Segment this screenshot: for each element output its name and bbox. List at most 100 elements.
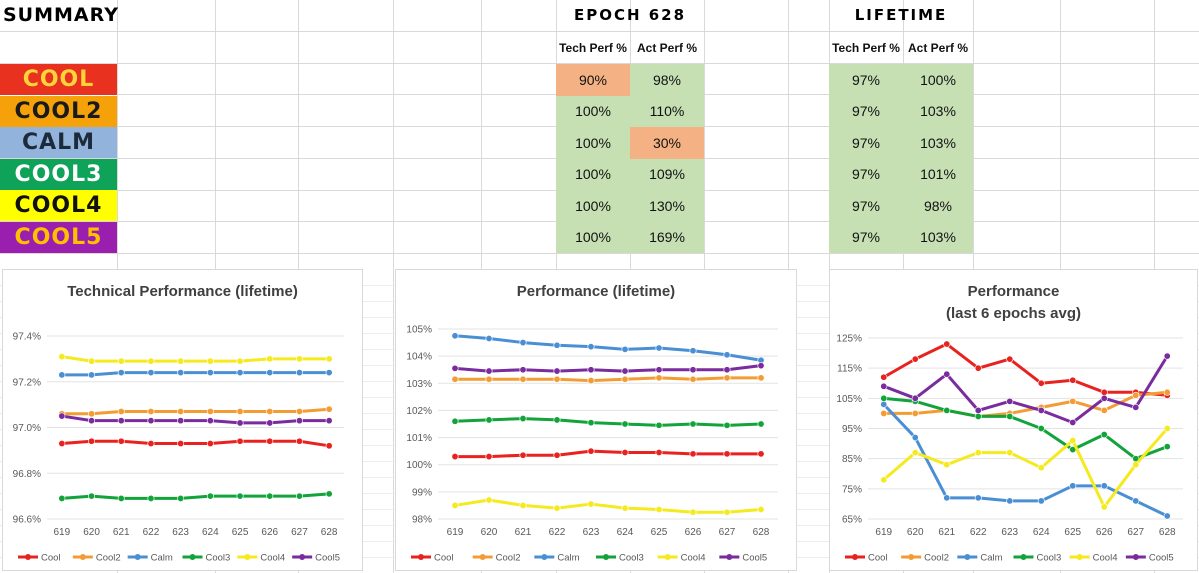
data-point-cool [1006,355,1014,363]
data-point-cool4 [943,461,951,469]
epoch-tech-header: Tech Perf % [559,41,627,55]
data-point-cool2 [1100,406,1108,414]
data-point-cool2 [621,375,629,383]
data-point-calm [1163,512,1171,520]
y-tick-label: 105% [406,325,432,336]
data-point-cool2 [553,375,561,383]
x-tick-label: 625 [651,527,668,538]
data-point-cool2 [117,407,125,415]
legend-marker [479,554,486,560]
data-point-cool [723,450,731,458]
data-point-cool5 [943,370,951,378]
x-tick-label: 626 [1096,527,1113,538]
legend-label: Cool [868,553,888,564]
data-point-cool4 [58,353,66,361]
data-point-cool5 [58,412,66,420]
series-line-cool5 [454,364,762,373]
data-point-cool5 [757,362,765,370]
data-point-cool5 [553,367,561,375]
data-point-cool3 [880,394,888,402]
data-point-calm [655,344,663,352]
data-point-cool4 [295,355,303,363]
x-tick-label: 619 [54,527,71,538]
epoch-tech-cell: 90% [556,64,630,96]
data-point-calm [880,400,888,408]
data-point-calm [1069,482,1077,490]
epoch-act-cell: 98% [630,64,704,96]
data-point-calm [1132,497,1140,505]
x-tick-label: 625 [232,527,249,538]
data-point-cool2 [655,374,663,382]
perf-lifetime-chart: Performance (lifetime) 98% 99% 100% 101% 102%… [395,269,797,571]
data-point-cool5 [1069,418,1077,426]
legend-marker [134,554,141,560]
lifetime-act-header: Act Perf % [907,41,969,55]
data-point-cool3 [1006,412,1014,420]
chart-title: Performance [968,283,1060,300]
lifetime-act-cell: 103% [903,221,973,253]
data-point-cool3 [1163,443,1171,451]
x-tick-label: 624 [617,527,634,538]
series-line-cool4 [61,355,330,363]
series-line-cool5 [61,414,330,425]
data-point-calm [295,369,303,377]
data-point-cool [621,449,629,457]
data-point-cool3 [1037,425,1045,433]
data-point-cool2 [519,375,527,383]
legend-label: Cool [434,553,454,564]
legend-marker [25,554,31,560]
data-point-cool4 [1163,425,1171,433]
data-point-cool2 [723,374,731,382]
legend-marker [189,554,196,560]
data-point-cool5 [236,419,244,427]
data-point-cool4 [266,355,274,363]
legend-label: Cool3 [206,553,231,564]
data-point-cool4 [655,506,663,514]
series-line-cool [883,342,1168,397]
series-line-cool4 [454,498,762,514]
data-point-cool2 [689,375,697,383]
x-tick-label: 624 [202,527,219,538]
chart-title: Technical Performance (lifetime) [67,283,298,300]
data-point-cool [1100,388,1108,396]
data-point-cool [117,437,125,445]
data-point-cool5 [325,417,333,425]
data-point-cool4 [1069,437,1077,445]
epoch-act-cell: 109% [630,158,704,190]
epoch-act-cell: 110% [630,95,704,127]
data-point-calm [689,347,697,355]
legend-marker [1076,554,1083,560]
data-point-cool5 [206,417,214,425]
y-tick-label: 85% [842,454,862,465]
data-point-cool [943,340,951,348]
data-point-cool5 [587,366,595,374]
series-line-calm [882,403,1168,518]
data-point-calm [58,371,66,379]
legend-marker [664,554,671,560]
legend-marker [964,554,971,560]
lifetime-tech-cell: 97% [829,221,903,253]
data-point-cool4 [911,449,919,457]
x-tick-label: 622 [549,527,566,538]
data-point-cool4 [206,357,214,365]
lifetime-tech-cell: 97% [829,190,903,222]
legend-label: Cool5 [315,553,340,564]
data-point-cool [519,451,527,459]
series-line-calm [454,334,762,362]
x-tick-label: 625 [1064,527,1081,538]
data-point-cool5 [621,367,629,375]
data-point-cool2 [325,405,333,413]
legend-marker [244,554,251,560]
data-point-cool4 [117,357,125,365]
data-point-cool [266,437,274,445]
data-point-cool4 [880,476,888,484]
data-point-cool4 [689,508,697,516]
data-point-cool3 [689,420,697,428]
data-point-cool2 [206,407,214,415]
data-point-cool3 [117,494,125,502]
data-point-cool3 [451,417,459,425]
data-point-cool4 [1100,503,1108,511]
lifetime-tech-cell: 97% [829,127,903,159]
legend-marker [908,554,915,560]
legend-label: Cool5 [1149,553,1174,564]
